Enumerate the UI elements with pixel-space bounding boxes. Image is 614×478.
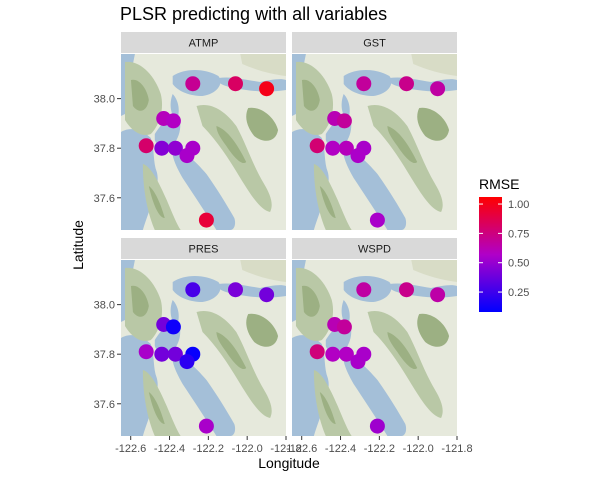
strip-wspd: [292, 238, 457, 259]
y-tick-label-1-0: 37.6: [94, 399, 115, 411]
legend-colorbar: [479, 197, 502, 312]
x-tick-label-0-1: -122.4: [154, 443, 185, 455]
x-axis-title: Longitude: [258, 455, 320, 471]
point-wspd-9: [350, 354, 366, 370]
point-pres-10: [198, 418, 214, 434]
point-pres-7: [167, 346, 183, 362]
y-axis: 37.6 37.8 38.0 37.6 37.8 38.0: [94, 94, 121, 411]
points-gst: [309, 76, 446, 228]
x-tick-label-0-2: -122.2: [193, 443, 224, 455]
point-atmp-2: [259, 81, 275, 97]
panel-gst: GST: [292, 32, 457, 230]
panel-wspd: WSPD: [292, 238, 457, 436]
point-pres-9: [179, 354, 195, 370]
x-tick-label-1-0: -122.6: [286, 443, 317, 455]
y-tick-label-0-0: 37.6: [94, 193, 115, 205]
strip-atmp: [121, 32, 286, 53]
strip-label-wspd: WSPD: [358, 244, 391, 256]
panel-atmp: ATMP: [121, 32, 286, 230]
legend-ticks: 1.00 0.75 0.50 0.25: [479, 199, 529, 299]
point-atmp-5: [138, 138, 154, 154]
legend-label-0: 1.00: [508, 199, 529, 211]
point-wspd-0: [356, 282, 372, 298]
strip-pres: [121, 238, 286, 259]
point-gst-5: [309, 138, 325, 154]
chart-title: PLSR predicting with all variables: [120, 4, 387, 24]
point-gst-6: [325, 140, 341, 156]
point-wspd-10: [369, 418, 385, 434]
point-pres-6: [154, 346, 170, 362]
point-gst-10: [369, 212, 385, 228]
point-atmp-4: [165, 113, 181, 129]
legend-label-1: 0.75: [508, 228, 529, 240]
y-tick-label-1-2: 38.0: [94, 300, 115, 312]
point-gst-2: [430, 81, 446, 97]
point-atmp-0: [185, 76, 201, 92]
point-atmp-9: [179, 148, 195, 164]
x-tick-label-1-1: -122.4: [325, 443, 356, 455]
point-gst-7: [338, 140, 354, 156]
point-wspd-7: [338, 346, 354, 362]
points-pres: [138, 282, 275, 434]
point-wspd-1: [399, 282, 414, 298]
point-atmp-10: [198, 212, 214, 228]
strip-gst: [292, 32, 457, 53]
points-atmp: [138, 76, 275, 228]
point-pres-5: [138, 344, 154, 360]
x-tick-label-1-3: -122.0: [403, 443, 434, 455]
point-pres-4: [165, 319, 181, 335]
x-axis: -122.6 -122.4 -122.2 -122.0 -121.8-122.6 -122…: [115, 436, 473, 455]
strip-label-gst: GST: [363, 38, 386, 50]
panel-pres: PRES: [121, 238, 286, 436]
x-tick-label-1-4: -121.8: [441, 443, 472, 455]
point-gst-1: [399, 76, 414, 92]
point-atmp-7: [167, 140, 183, 156]
point-pres-1: [228, 282, 243, 298]
legend-label-3: 0.25: [508, 287, 529, 299]
point-atmp-1: [228, 76, 243, 92]
point-gst-4: [336, 113, 352, 129]
y-tick-label-0-1: 37.8: [94, 143, 115, 155]
legend-label-2: 0.50: [508, 258, 529, 270]
point-wspd-4: [336, 319, 352, 335]
point-wspd-6: [325, 346, 341, 362]
points-wspd: [309, 282, 446, 434]
y-axis-title: Latitude: [70, 220, 86, 270]
point-pres-2: [259, 287, 275, 303]
point-atmp-6: [154, 140, 170, 156]
x-tick-label-0-4: -121.8: [270, 443, 301, 455]
strip-label-atmp: ATMP: [189, 38, 219, 50]
y-tick-label-0-2: 38.0: [94, 94, 115, 106]
point-pres-0: [185, 282, 201, 298]
y-tick-label-1-1: 37.8: [94, 349, 115, 361]
legend-title: RMSE: [479, 176, 519, 192]
x-tick-label-1-2: -122.2: [364, 443, 395, 455]
x-tick-label-0-0: -122.6: [115, 443, 146, 455]
legend: RMSE 1.00 0.75 0.50 0.25: [479, 176, 529, 312]
point-wspd-5: [309, 344, 325, 360]
point-gst-0: [356, 76, 372, 92]
strip-label-pres: PRES: [189, 244, 219, 256]
point-gst-9: [350, 148, 366, 164]
point-wspd-2: [430, 287, 446, 303]
x-tick-label-0-3: -122.0: [232, 443, 263, 455]
